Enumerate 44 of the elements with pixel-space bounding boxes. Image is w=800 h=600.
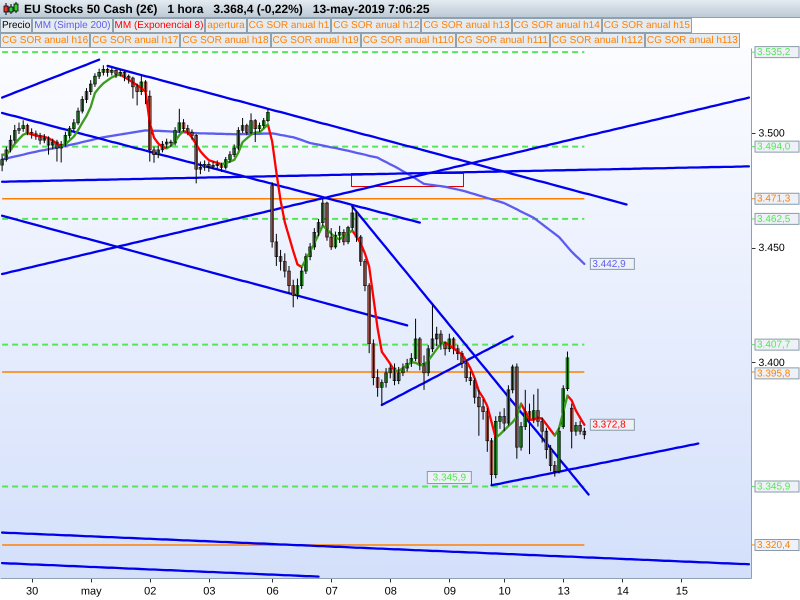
y-tick-label: 3.400	[758, 356, 785, 369]
x-tick-label: 08	[384, 586, 397, 598]
text: CG SOR anual h110	[360, 33, 456, 48]
ref-line-label: 3.471,3	[757, 194, 791, 205]
data-label: 3.372,8	[592, 420, 626, 431]
x-tick-label: 09	[444, 586, 456, 598]
text: CG SOR anual h13	[421, 18, 512, 33]
x-tick-label: 10	[498, 586, 511, 598]
text: MM (Exponencial 8)	[112, 18, 206, 33]
ref-line-label: 3.345,9	[757, 481, 791, 492]
text: CG SOR anual h16	[0, 33, 90, 48]
legend-label: Precio	[0, 18, 32, 33]
x-tick-label: 13	[558, 586, 570, 598]
chart-title: EU Stocks 50 Cash (2€) 1 hora 3.368,4 (-0,22%) 13-may-2019 7:06:25	[24, 2, 430, 16]
x-tick-label: 06	[266, 586, 279, 598]
text: CG SOR anual h111	[456, 33, 550, 48]
text: MM (Simple 200)	[32, 18, 112, 33]
x-tick-label: 07	[326, 586, 338, 598]
x-tick-label: 14	[616, 586, 629, 598]
x-tick-label: 15	[676, 586, 688, 598]
x-tick-label: 30	[26, 586, 38, 598]
text: CG SOR anual h14	[512, 18, 602, 33]
text: CG SOR anual h1	[246, 18, 332, 33]
x-tick-label: 02	[144, 586, 156, 598]
text: CG SOR anual h113	[644, 33, 740, 48]
text: apertura	[205, 18, 247, 33]
text: CG SOR anual h15	[602, 18, 692, 33]
y-tick-label: 3.450	[758, 242, 785, 254]
ref-line-label: 3.320,4	[757, 540, 791, 551]
ref-line-label: 3.535,2	[757, 47, 791, 58]
ref-line-label: 3.407,7	[757, 340, 791, 351]
ref-line-label: 3.462,5	[757, 214, 791, 225]
annotation: 3.345,9	[432, 472, 466, 484]
text: CG SOR anual h17	[90, 33, 180, 48]
text: CG SOR anual h19	[270, 33, 361, 48]
text: CG SOR anual h112	[550, 33, 645, 48]
x-tick-label: 03	[203, 586, 216, 598]
y-tick-label: 3.500	[758, 127, 785, 140]
x-tick-label: may	[80, 586, 102, 598]
ref-line-label: 3.494,0	[757, 142, 791, 153]
data-label: 3.442,9	[592, 258, 626, 270]
text: CG SOR anual h18	[180, 33, 271, 48]
text: CG SOR anual h12	[331, 18, 422, 33]
ref-line-label: 3.395,8	[757, 368, 791, 380]
